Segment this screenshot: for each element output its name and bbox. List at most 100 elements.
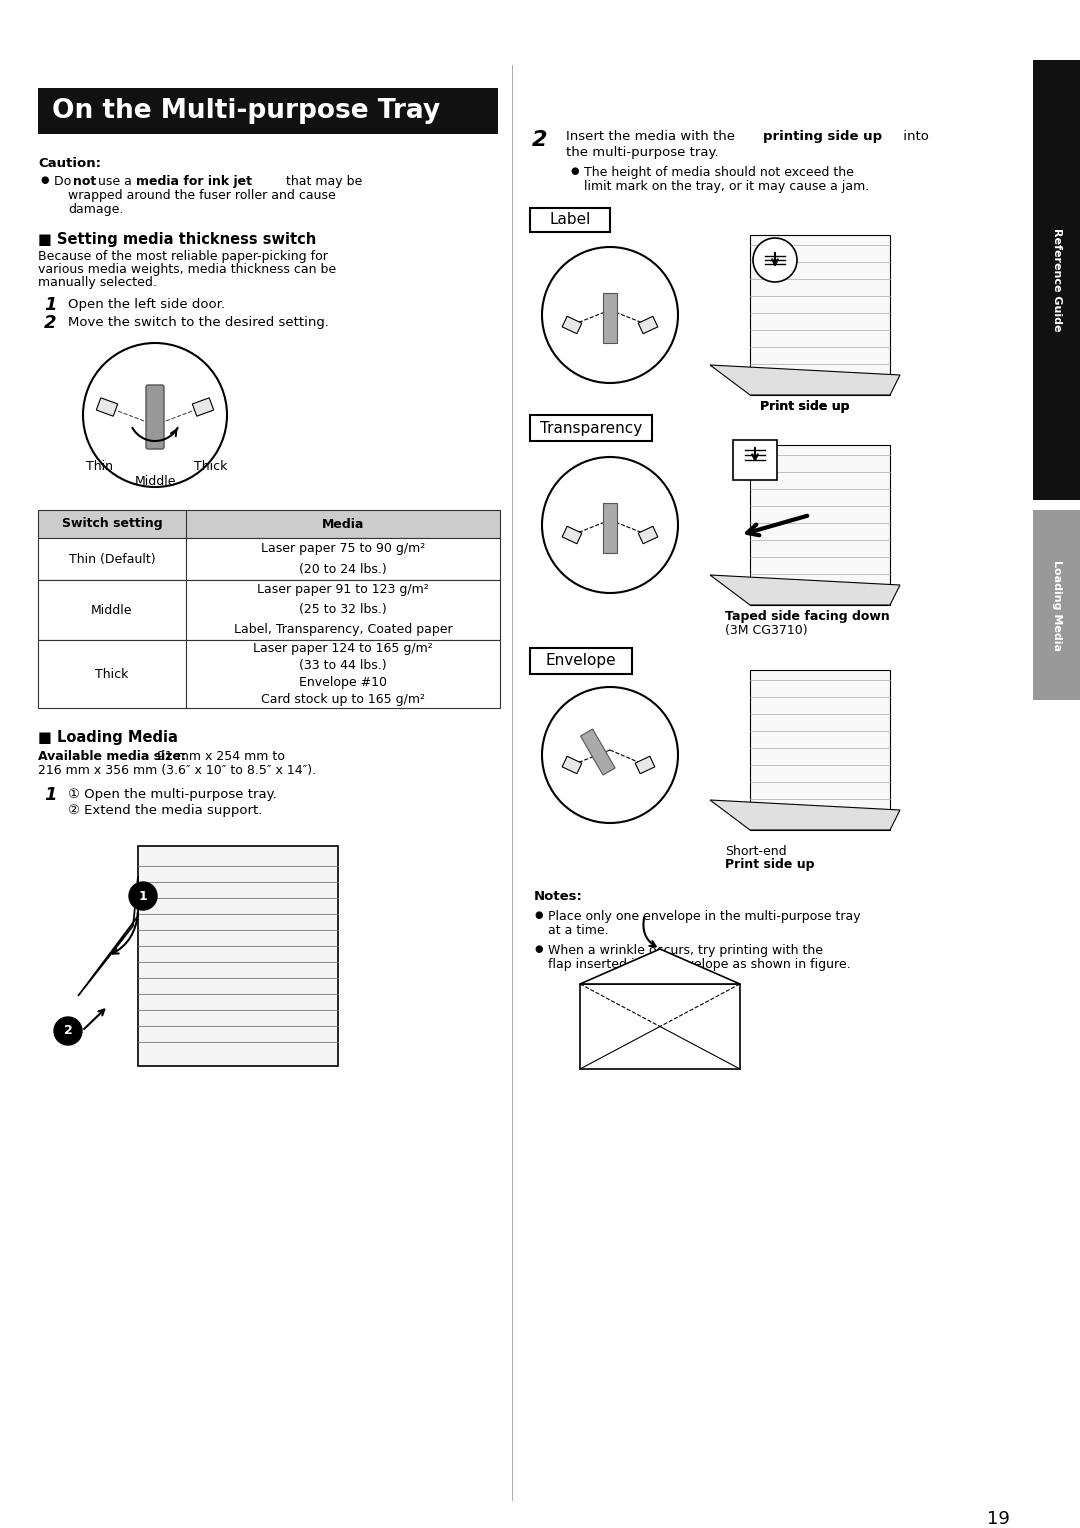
Polygon shape — [710, 575, 900, 605]
Text: 2: 2 — [64, 1024, 72, 1038]
Polygon shape — [78, 876, 138, 996]
Circle shape — [54, 1018, 82, 1045]
Text: ② Extend the media support.: ② Extend the media support. — [68, 804, 262, 817]
Bar — [603, 293, 617, 342]
Polygon shape — [192, 397, 214, 416]
Bar — [138, 847, 338, 1067]
Text: limit mark on the tray, or it may cause a jam.: limit mark on the tray, or it may cause … — [584, 180, 869, 193]
Text: 216 mm x 356 mm (3.6″ x 10″ to 8.5″ x 14″).: 216 mm x 356 mm (3.6″ x 10″ to 8.5″ x 14… — [38, 764, 316, 778]
Text: Thin (Default): Thin (Default) — [69, 553, 156, 565]
Bar — [750, 669, 890, 830]
Text: Available media size:: Available media size: — [38, 750, 186, 762]
Text: Envelope: Envelope — [545, 654, 617, 669]
Polygon shape — [710, 801, 900, 830]
Polygon shape — [635, 756, 654, 773]
Text: Insert the media with the: Insert the media with the — [566, 130, 739, 144]
Text: Laser paper 75 to 90 g/m²: Laser paper 75 to 90 g/m² — [261, 542, 426, 555]
Text: When a wrinkle occurs, try printing with the: When a wrinkle occurs, try printing with… — [548, 944, 823, 957]
Text: Middle: Middle — [134, 475, 176, 487]
Text: 1: 1 — [44, 785, 56, 804]
Text: Notes:: Notes: — [534, 889, 583, 903]
FancyBboxPatch shape — [146, 385, 164, 449]
Polygon shape — [563, 316, 582, 333]
Bar — [38, 89, 498, 134]
Text: Transparency: Transparency — [540, 420, 643, 435]
Text: printing side up: printing side up — [762, 130, 882, 144]
Text: manually selected.: manually selected. — [38, 277, 157, 289]
Text: Taped side facing down: Taped side facing down — [725, 610, 890, 623]
Polygon shape — [563, 526, 582, 544]
Text: ●: ● — [534, 911, 542, 920]
Text: 19: 19 — [987, 1510, 1010, 1528]
Bar — [530, 648, 632, 674]
Bar — [1032, 60, 1080, 500]
Bar — [38, 510, 500, 538]
Text: Middle: Middle — [91, 604, 133, 616]
Text: flap inserted in the envelope as shown in figure.: flap inserted in the envelope as shown i… — [548, 958, 851, 970]
Text: Switch setting: Switch setting — [62, 518, 162, 530]
Text: (25 to 32 lbs.): (25 to 32 lbs.) — [299, 604, 387, 616]
Text: ●: ● — [570, 167, 579, 176]
Polygon shape — [638, 316, 658, 333]
Text: Print side up: Print side up — [725, 859, 814, 871]
Text: Label, Transparency, Coated paper: Label, Transparency, Coated paper — [233, 623, 453, 637]
Bar — [1032, 510, 1080, 700]
Bar — [580, 984, 740, 1070]
Text: not: not — [73, 176, 96, 188]
Text: Print side up: Print side up — [760, 400, 850, 413]
Text: Card stock up to 165 g/m²: Card stock up to 165 g/m² — [261, 694, 426, 706]
Circle shape — [753, 238, 797, 283]
Text: Thin: Thin — [85, 460, 112, 474]
Text: ■ Loading Media: ■ Loading Media — [38, 730, 178, 746]
Text: Place only one envelope in the multi-purpose tray: Place only one envelope in the multi-pur… — [548, 911, 861, 923]
Text: The height of media should not exceed the: The height of media should not exceed th… — [584, 167, 854, 179]
Text: media for ink jet: media for ink jet — [136, 176, 252, 188]
Bar — [581, 729, 616, 775]
Text: Envelope #10: Envelope #10 — [299, 675, 387, 689]
Text: various media weights, media thickness can be: various media weights, media thickness c… — [38, 263, 336, 277]
Text: Label: Label — [550, 212, 591, 228]
Bar — [530, 208, 610, 232]
Text: Laser paper 91 to 123 g/m²: Laser paper 91 to 123 g/m² — [257, 584, 429, 596]
Polygon shape — [638, 526, 658, 544]
Text: ●: ● — [40, 176, 49, 185]
Text: Open the left side door.: Open the left side door. — [68, 298, 225, 312]
Bar — [733, 440, 777, 480]
Text: the multi-purpose tray.: the multi-purpose tray. — [566, 147, 718, 159]
Text: Caution:: Caution: — [38, 157, 102, 170]
Text: Do: Do — [54, 176, 76, 188]
Text: Reference Guide: Reference Guide — [1052, 228, 1062, 332]
Bar — [38, 640, 500, 707]
Bar — [38, 581, 500, 640]
Text: Loading Media: Loading Media — [1052, 559, 1062, 651]
Text: ●: ● — [534, 944, 542, 953]
Text: Move the switch to the desired setting.: Move the switch to the desired setting. — [68, 316, 329, 329]
Text: wrapped around the fuser roller and cause: wrapped around the fuser roller and caus… — [68, 189, 336, 202]
Text: use a: use a — [94, 176, 136, 188]
Text: 1: 1 — [44, 296, 56, 313]
Text: Short-end: Short-end — [725, 845, 786, 859]
Text: 2: 2 — [44, 313, 56, 332]
Text: 2: 2 — [532, 130, 548, 150]
Bar — [38, 538, 500, 581]
Circle shape — [129, 882, 157, 911]
Bar — [750, 235, 890, 396]
Text: ① Open the multi-purpose tray.: ① Open the multi-purpose tray. — [68, 788, 276, 801]
Polygon shape — [580, 949, 740, 984]
Text: 91 mm x 254 mm to: 91 mm x 254 mm to — [153, 750, 285, 762]
Text: at a time.: at a time. — [548, 924, 609, 937]
Text: Laser paper 124 to 165 g/m²: Laser paper 124 to 165 g/m² — [253, 642, 433, 656]
Text: Thick: Thick — [95, 668, 129, 680]
Text: 1: 1 — [138, 889, 147, 903]
Text: into: into — [899, 130, 929, 144]
Text: ■ Setting media thickness switch: ■ Setting media thickness switch — [38, 232, 316, 248]
Text: (33 to 44 lbs.): (33 to 44 lbs.) — [299, 659, 387, 672]
Bar — [750, 445, 890, 605]
Text: that may be: that may be — [282, 176, 362, 188]
Text: Media: Media — [322, 518, 364, 530]
Polygon shape — [563, 756, 582, 773]
Text: Because of the most reliable paper-picking for: Because of the most reliable paper-picki… — [38, 251, 328, 263]
Polygon shape — [710, 365, 900, 396]
Text: (3M CG3710): (3M CG3710) — [725, 623, 808, 637]
Text: On the Multi-purpose Tray: On the Multi-purpose Tray — [52, 98, 441, 124]
